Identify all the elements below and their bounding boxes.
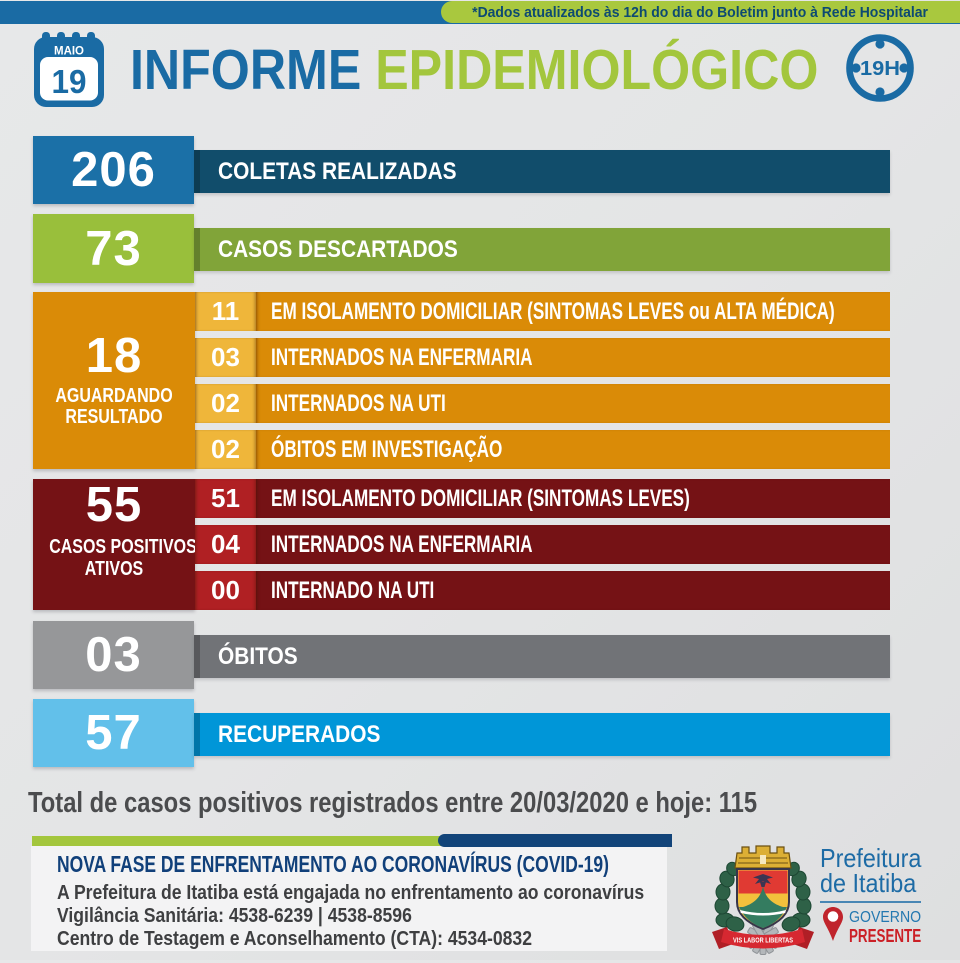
svg-text:VIS LABOR LIBERTAS: VIS LABOR LIBERTAS bbox=[733, 938, 793, 945]
svg-text:MAIO: MAIO bbox=[54, 44, 84, 58]
svg-text:19H: 19H bbox=[860, 58, 900, 80]
svg-text:19: 19 bbox=[52, 63, 87, 100]
